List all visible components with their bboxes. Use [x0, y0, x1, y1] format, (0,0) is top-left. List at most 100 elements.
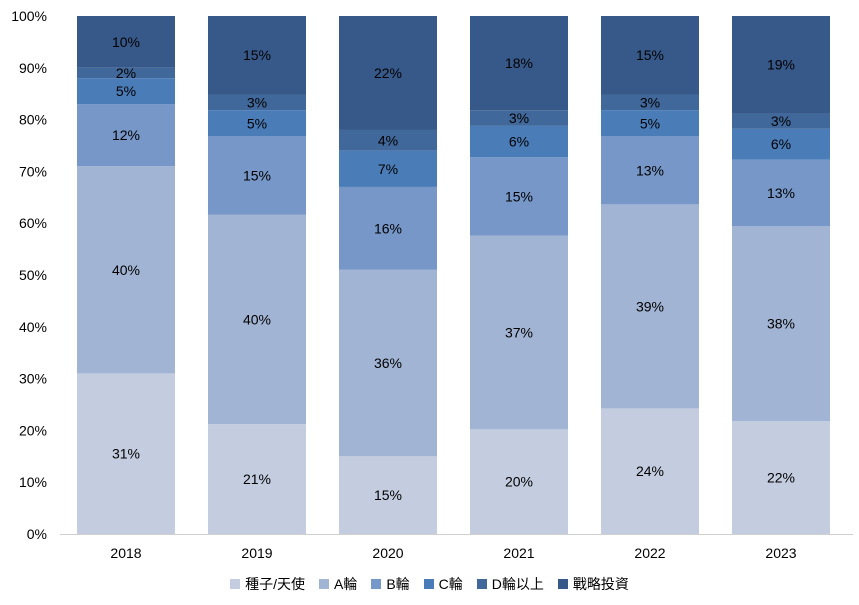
segment-labels-group: 31% 40% 12% 5% 2% 10% 21% 40% 15% 5% 3% 15% 15% 36% 16… [112, 34, 795, 503]
y-tick-label: 10% [19, 474, 47, 490]
x-tick-label: 2022 [634, 545, 665, 560]
legend-item: C輪 [423, 574, 463, 594]
bar-segment-2018-1 [77, 166, 175, 374]
bar-segment-2019-3 [208, 110, 306, 137]
bar-segment-2022-4 [601, 94, 699, 111]
bar-segment-2022-0 [601, 408, 699, 534]
bar-segment-2022-3 [601, 110, 699, 137]
legend-label: C輪 [438, 576, 463, 592]
bar-segment-2021-4 [470, 110, 568, 126]
data-label-2021-1: 37% [505, 325, 533, 341]
bar-segment-2018-0 [77, 373, 175, 534]
data-label-2019-2: 15% [243, 168, 271, 184]
legend-item: 種子/天使 [230, 574, 305, 594]
bar-segment-2019-2 [208, 136, 306, 215]
y-tick-label: 40% [19, 319, 47, 335]
data-label-2018-2: 12% [112, 127, 140, 143]
bar-segment-2022-1 [601, 204, 699, 409]
legend-item: 戰略投資 [557, 574, 629, 594]
y-tick-label: 0% [27, 526, 47, 542]
data-label-2019-4: 3% [247, 94, 267, 110]
data-label-2023-2: 13% [767, 185, 795, 201]
data-label-2020-2: 16% [374, 220, 402, 236]
y-tick-label: 100% [11, 8, 47, 24]
bar-segment-2020-3 [339, 150, 437, 187]
bar-segment-2020-4 [339, 129, 437, 151]
data-label-2021-2: 15% [505, 189, 533, 205]
bar-segment-2022-2 [601, 136, 699, 205]
bar-segment-2023-1 [732, 226, 830, 422]
bar-segment-2023-0 [732, 421, 830, 534]
y-axis-ticks: 0% 10% 20% 30% 40% 50% 60% 70% 80% 90% 100% [11, 8, 47, 542]
data-label-2022-5: 15% [636, 47, 664, 63]
data-label-2020-5: 22% [374, 65, 402, 81]
data-label-2023-0: 22% [767, 470, 795, 486]
y-tick-label: 20% [19, 422, 47, 438]
data-label-2020-3: 7% [378, 161, 398, 177]
bar-segment-2021-0 [470, 429, 568, 534]
data-label-2020-0: 15% [374, 487, 402, 503]
bar-segment-2019-4 [208, 94, 306, 111]
data-label-2018-4: 2% [116, 65, 136, 81]
data-label-2022-2: 13% [636, 162, 664, 178]
bar-segment-2020-5 [339, 16, 437, 130]
bar-segment-2021-1 [470, 235, 568, 430]
x-tick-label: 2023 [765, 545, 796, 560]
data-label-2023-1: 38% [767, 316, 795, 332]
y-tick-label: 30% [19, 371, 47, 387]
bar-segment-2018-2 [77, 104, 175, 167]
data-label-2021-5: 18% [505, 55, 533, 71]
bar-segment-2019-0 [208, 424, 306, 534]
x-axis-ticks: 2018 2019 2020 2021 2022 2023 [110, 545, 796, 560]
bar-segment-2021-2 [470, 157, 568, 236]
legend-label: B輪 [386, 576, 410, 592]
bar-segment-2023-4 [732, 113, 830, 129]
legend-swatch [423, 579, 434, 589]
data-label-2023-3: 6% [771, 136, 791, 152]
data-label-2021-0: 20% [505, 474, 533, 490]
legend-label: 種子/天使 [245, 576, 305, 592]
data-label-2021-4: 3% [509, 110, 529, 126]
legend: 種子/天使 A輪 B輪 C輪 D輪以上 戰略投資 [0, 573, 859, 595]
data-label-2019-1: 40% [243, 311, 271, 327]
data-label-2022-0: 24% [636, 463, 664, 479]
bar-segment-2023-2 [732, 159, 830, 227]
bar-segment-2022-5 [601, 16, 699, 95]
data-label-2022-1: 39% [636, 298, 664, 314]
bars-group [77, 16, 830, 534]
data-label-2018-1: 40% [112, 262, 140, 278]
y-tick-label: 50% [19, 267, 47, 283]
bar-segment-2023-3 [732, 128, 830, 160]
legend-swatch [230, 579, 241, 589]
legend-swatch [318, 579, 329, 589]
bar-segment-2018-5 [77, 16, 175, 68]
bar-segment-2021-3 [470, 125, 568, 158]
legend-label: A輪 [333, 576, 358, 592]
bar-segment-2019-5 [208, 16, 306, 95]
data-label-2018-3: 5% [116, 83, 136, 99]
data-label-2020-4: 4% [378, 132, 398, 148]
data-label-2019-3: 5% [247, 115, 267, 131]
bar-segment-2019-1 [208, 214, 306, 425]
x-tick-label: 2018 [110, 545, 141, 560]
data-label-2018-0: 31% [112, 446, 140, 462]
legend-swatch [557, 579, 568, 589]
bar-segment-2020-1 [339, 269, 437, 457]
data-label-2019-5: 15% [243, 47, 271, 63]
data-label-2023-5: 19% [767, 57, 795, 73]
data-label-2020-1: 36% [374, 355, 402, 371]
y-tick-label: 60% [19, 215, 47, 231]
legend-label: D輪以上 [491, 576, 544, 592]
y-tick-label: 80% [19, 112, 47, 128]
stacked-bar-chart: 31% 40% 12% 5% 2% 10% 21% 40% 15% 5% 3% 15% 15% 36% 16… [11, 8, 853, 560]
data-label-2023-4: 3% [771, 113, 791, 129]
data-label-2018-5: 10% [112, 34, 140, 50]
bar-segment-2020-0 [339, 456, 437, 534]
x-tick-label: 2019 [241, 545, 272, 560]
legend-item: D輪以上 [476, 574, 544, 594]
data-label-2022-4: 3% [640, 94, 660, 110]
x-tick-label: 2020 [372, 545, 403, 560]
legend-item: A輪 [318, 574, 358, 594]
y-tick-label: 70% [19, 163, 47, 179]
bar-segment-2020-2 [339, 186, 437, 270]
